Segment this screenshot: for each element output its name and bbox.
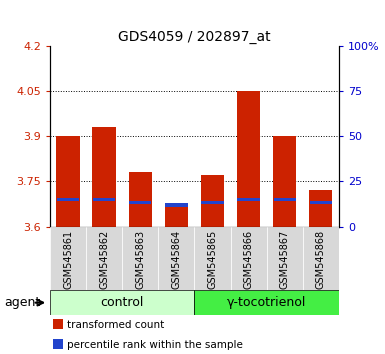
Bar — [273, 136, 296, 227]
Bar — [231, 227, 266, 290]
Text: percentile rank within the sample: percentile rank within the sample — [67, 340, 243, 350]
Bar — [158, 227, 194, 290]
Bar — [86, 227, 122, 290]
Bar — [309, 190, 333, 227]
Text: GSM545862: GSM545862 — [99, 230, 109, 289]
Text: control: control — [100, 296, 144, 309]
Bar — [129, 172, 152, 227]
Text: GSM545861: GSM545861 — [63, 230, 73, 289]
Bar — [238, 198, 260, 201]
Bar — [165, 205, 188, 227]
Bar — [201, 175, 224, 227]
Bar — [53, 339, 63, 349]
Text: GSM545865: GSM545865 — [208, 230, 218, 289]
Text: transformed count: transformed count — [67, 320, 165, 330]
Text: GSM545864: GSM545864 — [171, 230, 181, 289]
Bar — [237, 91, 260, 227]
Text: agent: agent — [4, 296, 40, 309]
Text: GSM545866: GSM545866 — [244, 230, 254, 289]
Bar — [57, 198, 79, 201]
Bar — [194, 290, 339, 315]
Bar — [303, 227, 339, 290]
Bar — [53, 319, 63, 329]
Bar — [50, 290, 194, 315]
Text: GSM545867: GSM545867 — [280, 230, 290, 289]
Text: γ-tocotrienol: γ-tocotrienol — [227, 296, 306, 309]
Bar — [93, 198, 116, 201]
Bar — [201, 200, 224, 205]
Bar — [273, 198, 296, 201]
Bar — [165, 203, 187, 207]
Bar — [266, 227, 303, 290]
Bar — [92, 127, 116, 227]
Bar — [310, 200, 332, 205]
Bar — [56, 136, 80, 227]
Text: GSM545868: GSM545868 — [316, 230, 326, 289]
Bar — [194, 227, 231, 290]
Bar — [50, 227, 86, 290]
Bar — [122, 227, 158, 290]
Bar — [129, 200, 151, 205]
Title: GDS4059 / 202897_at: GDS4059 / 202897_at — [118, 30, 271, 44]
Text: GSM545863: GSM545863 — [135, 230, 145, 289]
